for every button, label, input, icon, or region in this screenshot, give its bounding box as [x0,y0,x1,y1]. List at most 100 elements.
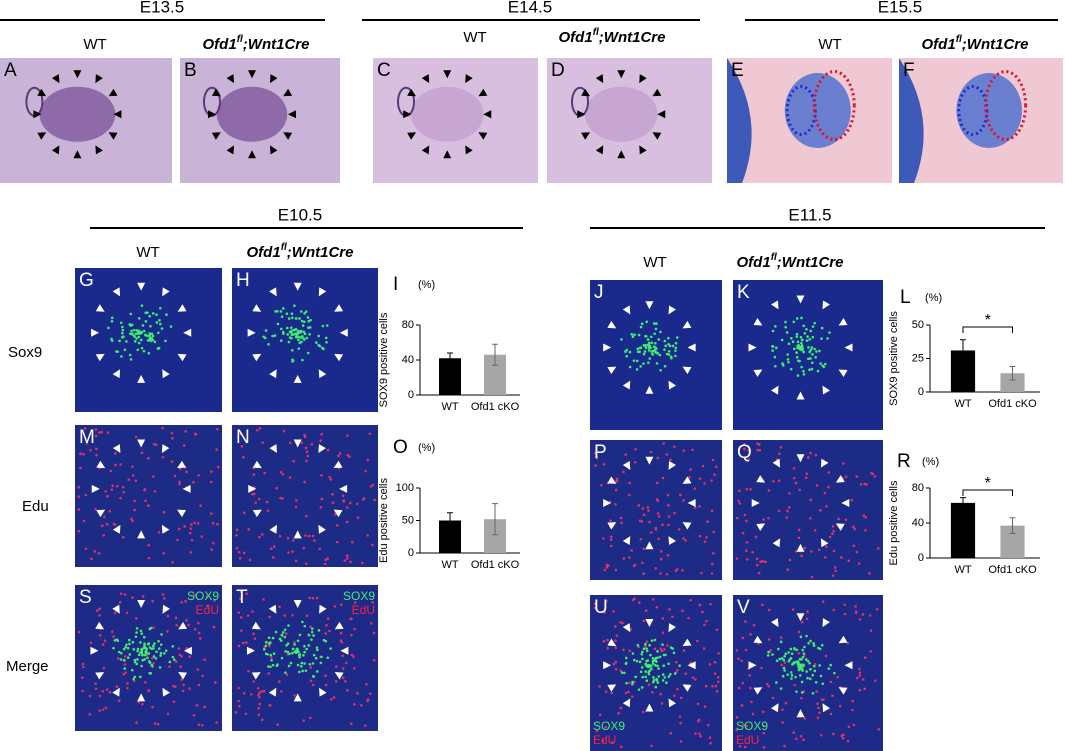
x-tick-label: Ofd1 cKO [471,401,520,413]
speckle [303,644,306,648]
speckle [710,509,714,513]
speckle [244,712,248,716]
micrograph [590,440,722,580]
speckle [140,664,143,668]
speckle [662,653,666,657]
speckle [212,625,216,629]
speckle [631,335,635,339]
speckle [648,643,651,647]
arrowhead [318,369,327,379]
speckle [166,630,169,633]
speckle [777,479,781,482]
speckle [246,614,250,617]
speckle [639,365,642,368]
speckle [735,649,739,652]
speckle [806,610,809,613]
speckle [832,732,835,736]
speckle [628,365,632,369]
speckle [667,523,670,527]
speckle [131,465,134,468]
speckle [267,343,270,346]
speckle [807,642,810,645]
panel-letter: A [4,60,17,81]
y-tick-label: 100 [396,482,414,494]
speckle [293,304,296,308]
speckle [665,573,669,576]
arrowhead [211,132,221,140]
speckle [203,658,207,662]
speckle [655,362,659,365]
speckle [177,647,181,650]
arrowhead [37,132,47,140]
speckle [77,508,81,511]
speckle [239,616,243,619]
speckle [307,319,310,323]
micrograph [180,58,340,183]
speckle [112,646,115,650]
speckle [774,325,777,328]
speckle [713,672,717,675]
speckle [151,599,154,603]
speckle [594,464,597,467]
arrowhead [595,145,604,155]
speckle [77,495,80,498]
speckle [628,350,632,354]
speckle [279,339,283,342]
speckle [168,665,171,668]
speckle [123,655,127,658]
speckle [637,688,641,691]
speckle [125,340,128,343]
speckle [152,442,156,446]
speckle [159,322,162,326]
wt-label: WT [136,244,159,261]
speckle [673,672,677,675]
speckle [641,657,644,661]
speckle [269,653,273,657]
speckle [716,675,720,679]
arrowhead [796,391,805,400]
speckle [675,568,679,571]
speckle [140,304,144,307]
speckle [861,613,865,616]
speckle [126,682,129,685]
speckle [143,642,146,646]
speckle [682,537,685,540]
panel-letter: S [79,587,92,608]
speckle [810,550,813,553]
speckle [789,647,793,651]
speckle [605,565,609,569]
arrowhead [251,672,261,680]
speckle [693,487,697,490]
arrowhead [112,687,120,697]
arrowhead [645,541,654,550]
speckle [157,647,161,650]
speckle [869,650,873,653]
arrowhead [334,353,344,362]
speckle [319,505,323,509]
arrowhead [137,530,146,539]
speckle [605,599,608,603]
panel-letter: P [594,442,607,463]
speckle [240,629,243,632]
speckle [797,651,801,655]
speckle [679,696,683,700]
speckle [309,679,313,683]
speckle [778,452,781,456]
speckle [133,508,136,512]
speckle [644,609,648,613]
speckle [312,675,316,678]
speckle [310,442,314,446]
speckle [150,332,154,336]
speckle [659,368,662,372]
speckle [668,344,672,348]
speckle [102,666,106,670]
speckle [821,682,825,686]
speckle [276,322,280,326]
arrowhead [248,150,257,159]
speckle [633,333,636,336]
speckle [780,338,784,342]
speckle [809,498,813,502]
speckle [199,504,202,508]
speckle [321,324,325,328]
speckle [101,708,105,711]
